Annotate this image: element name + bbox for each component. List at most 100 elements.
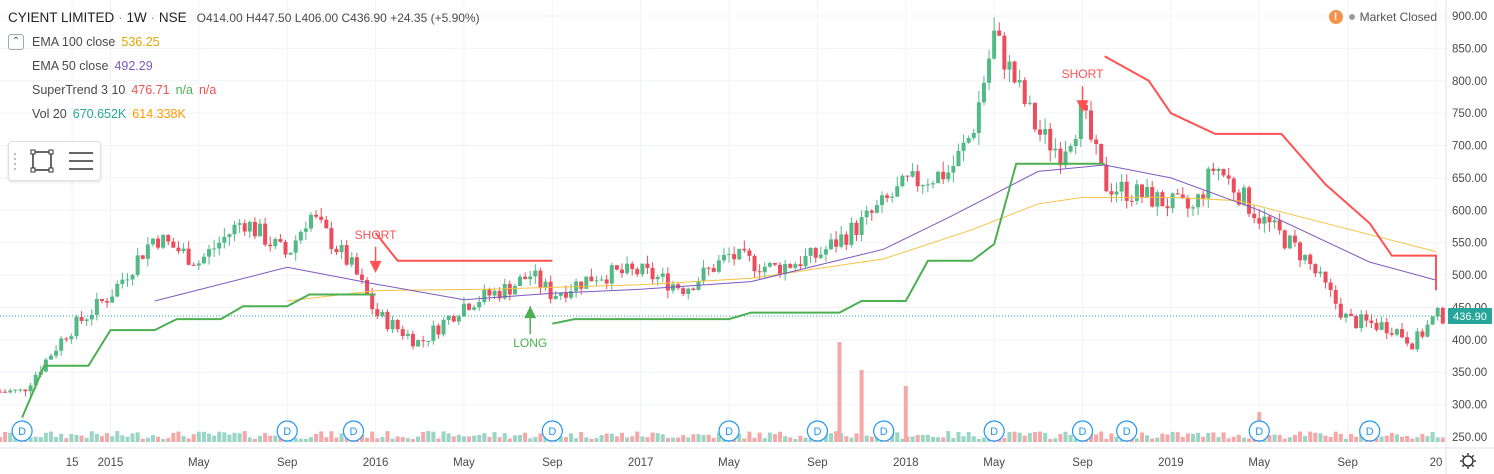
volume-bar	[222, 432, 227, 442]
candle-body	[711, 267, 716, 272]
candle-body	[1389, 333, 1394, 335]
volume-bar	[574, 438, 579, 442]
volume-bar	[844, 436, 849, 442]
volume-bar	[28, 437, 33, 442]
volume-bar	[79, 435, 84, 442]
y-tick-label: 850.00	[1452, 43, 1487, 55]
volume-bar	[105, 433, 110, 442]
volume-bar	[507, 438, 512, 442]
candle-body	[1313, 264, 1318, 274]
volume-bar	[324, 437, 329, 442]
list-menu-icon[interactable]	[69, 152, 93, 170]
indicator-volume[interactable]: Vol 20 670.652K 614.338K	[8, 102, 480, 126]
volume-bar	[625, 437, 630, 442]
volume-bar	[569, 433, 574, 442]
volume-bar	[1073, 438, 1078, 442]
exchange-label: NSE	[158, 10, 187, 25]
candle-body	[334, 248, 339, 253]
candle-body	[956, 150, 961, 167]
candle-body	[1384, 322, 1389, 334]
close-label: C	[341, 11, 351, 25]
candle-body	[105, 301, 110, 303]
dividend-marker-label: D	[18, 426, 26, 438]
candle-body	[405, 333, 410, 336]
candle-body	[237, 223, 242, 225]
candle-body	[563, 292, 568, 298]
high-value: 447.50	[254, 11, 292, 25]
y-tick-label: 550.00	[1452, 238, 1487, 250]
dividend-marker: D	[342, 420, 365, 442]
volume-bar	[650, 432, 655, 442]
volume-bar	[436, 438, 441, 442]
gear-icon[interactable]	[1460, 453, 1476, 469]
candle-body	[1252, 213, 1257, 219]
x-tick-label: 2015	[98, 457, 124, 469]
indicator-supertrend[interactable]: SuperTrend 3 10 476.71 n/a n/a	[8, 78, 480, 102]
drag-handle-icon[interactable]	[14, 153, 16, 170]
volume-bar	[966, 432, 971, 442]
gear-tooth	[1471, 464, 1475, 468]
volume-bar	[405, 438, 410, 442]
volume-bar	[156, 436, 161, 442]
indicator-label: EMA 50 close	[32, 59, 109, 73]
toolbox-icons	[14, 149, 93, 173]
candle-body	[1415, 331, 1420, 350]
dividend-marker-label: D	[725, 426, 733, 438]
volume-bar	[1298, 431, 1303, 442]
dividend-marker: D	[873, 420, 895, 442]
volume-bar	[609, 433, 614, 442]
candle-body	[1231, 178, 1236, 193]
candle-body	[477, 301, 482, 308]
volume-bar	[492, 432, 497, 442]
rectangle-tool-icon[interactable]	[30, 149, 54, 173]
candle-body	[1129, 200, 1134, 202]
candle-body	[54, 350, 59, 356]
market-status[interactable]: ! Market Closed	[1328, 10, 1437, 24]
collapse-icon[interactable]: ⌃	[8, 34, 24, 50]
candle-body	[13, 389, 18, 391]
volume-bar	[1134, 438, 1139, 442]
volume-bar	[1216, 437, 1221, 442]
dividend-marker: D	[541, 420, 563, 442]
volume-bar	[1201, 436, 1206, 442]
signal-annotations: SHORT LONG SHORT	[355, 67, 1104, 350]
y-tick-label: 300.00	[1452, 400, 1487, 412]
y-tick-label: 350.00	[1452, 367, 1487, 379]
candle-body	[115, 283, 120, 297]
volume-bar	[278, 437, 283, 442]
dividend-marker-label: D	[1366, 426, 1374, 438]
volume-bar	[380, 437, 385, 442]
low-value: 406.00	[301, 11, 339, 25]
candle-body	[808, 247, 813, 256]
gear-tooth	[1461, 454, 1465, 458]
volume-bar	[1247, 438, 1252, 442]
x-tick-label: Sep	[807, 457, 827, 469]
candle-body	[874, 205, 879, 213]
volume-bar	[1231, 436, 1236, 442]
volume-bar	[456, 434, 461, 442]
warning-icon[interactable]: !	[1328, 10, 1343, 24]
y-tick-label: 800.00	[1452, 76, 1487, 88]
candle-body	[1410, 343, 1415, 350]
symbol-name[interactable]: CYIENT LIMITED	[8, 10, 115, 25]
volume-bar	[390, 438, 395, 442]
indicator-ema100[interactable]: ⌃ EMA 100 close 536.25	[8, 30, 480, 54]
indicator-ema50[interactable]: EMA 50 close 492.29	[8, 54, 480, 78]
candle-body	[864, 210, 869, 218]
volume-bar	[247, 437, 252, 442]
indicator-label: Vol 20	[32, 107, 67, 121]
volume-bar	[925, 434, 930, 442]
volume-bar	[1190, 433, 1195, 442]
candle-body	[569, 291, 574, 298]
candle-body	[436, 325, 441, 335]
candle-body	[1119, 181, 1124, 192]
interval-label[interactable]: 1W	[126, 10, 147, 25]
volume-bar	[788, 437, 793, 442]
volume-bar	[808, 438, 813, 442]
candle-body	[665, 273, 670, 291]
indicator-value: 476.71	[131, 83, 170, 97]
volume-bar	[941, 437, 946, 442]
candle-body	[1043, 128, 1048, 135]
